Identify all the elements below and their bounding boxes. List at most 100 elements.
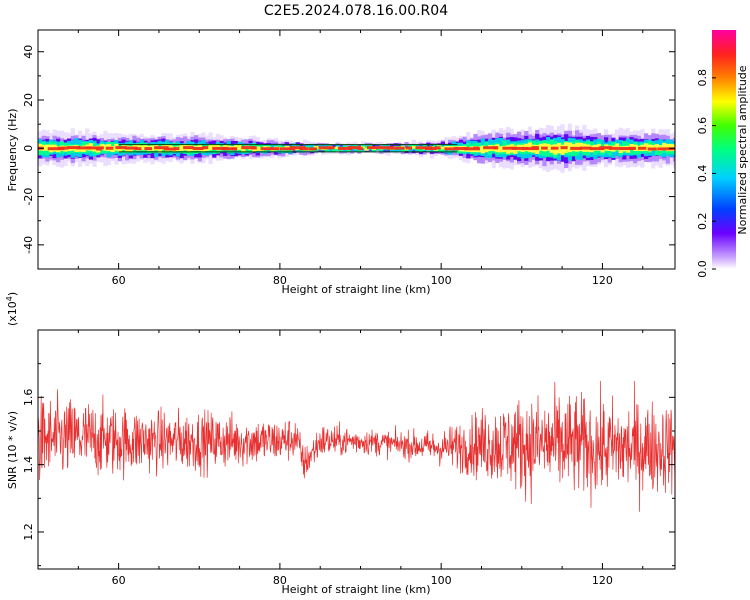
spectral-peak-cell — [96, 147, 102, 151]
colorbar-tick-label: 0.2 — [696, 212, 709, 230]
spectral-peak-cell — [608, 146, 619, 150]
y-tick-label: -40 — [22, 236, 35, 254]
x-tick-label: 100 — [431, 274, 452, 287]
spectral-peak-cell — [154, 146, 169, 150]
spectral-cell — [466, 142, 471, 151]
spectral-peak-cell — [308, 147, 317, 151]
spectral-peak-cell — [376, 146, 394, 150]
spectral-peak-cell — [115, 146, 127, 150]
spectral-peak-cell — [318, 146, 332, 150]
colorbar-tick-label: 0.0 — [696, 260, 709, 278]
spectral-peak-cell — [367, 146, 378, 150]
spectral-peak-cell — [425, 147, 437, 150]
x-tick-label: 80 — [273, 274, 287, 287]
y-tick-label: -20 — [22, 188, 35, 206]
spectral-peak-cell — [357, 147, 364, 151]
spectral-cell — [546, 143, 551, 151]
spectral-cell — [45, 144, 50, 151]
x-tick-label: 60 — [112, 574, 126, 587]
y-tick-label: 40 — [22, 45, 35, 59]
spectral-peak-cell — [618, 147, 636, 150]
spectral-cell — [411, 145, 416, 149]
spectral-peak-cell — [338, 147, 353, 150]
spectrogram-panel: 60 80 100 120 -40 -20 0 20 40 Height of straight… — [6, 29, 676, 296]
spectral-peak-cell — [67, 146, 81, 150]
spectral-cell — [614, 143, 620, 151]
spectral-peak-cell — [279, 147, 296, 151]
spectral-cell — [342, 145, 347, 149]
spectral-peak-cell — [492, 146, 498, 150]
spectral-cell — [662, 143, 667, 151]
y-tick-label: 20 — [22, 93, 35, 107]
spectral-cell — [237, 144, 242, 150]
spectral-peak-cell — [647, 147, 657, 151]
spectral-cell — [157, 146, 162, 153]
x-tick-label: 60 — [112, 274, 126, 287]
spectral-peak-cell — [241, 146, 256, 150]
spectral-cell — [277, 146, 282, 151]
spectral-cell — [335, 146, 340, 150]
spectral-cell — [560, 144, 565, 155]
spectral-peak-cell — [396, 146, 405, 150]
spectral-peak-cell — [47, 147, 65, 151]
spectral-cell — [179, 144, 184, 151]
colorbar-tick-label: 0.6 — [696, 117, 709, 135]
colorbar-label: Normalized spectral amplitude — [736, 65, 749, 234]
spectral-peak-cell — [173, 147, 180, 151]
spectral-cell — [335, 147, 340, 151]
x-tick-label: 120 — [592, 574, 613, 587]
spectral-peak-cell — [144, 147, 152, 151]
spectral-cell — [419, 147, 424, 152]
spectral-peak-cell — [405, 146, 412, 150]
spectral-cell — [324, 147, 329, 152]
spectral-peak-cell — [434, 146, 441, 150]
spectral-peak-cell — [512, 146, 529, 150]
spectral-peak-cell — [550, 146, 559, 150]
spectral-peak-cell — [560, 146, 568, 150]
spectral-cell — [440, 146, 445, 150]
spectral-peak-cell — [444, 147, 458, 151]
colorbar-tick-label: 0.4 — [696, 165, 709, 183]
spectrogram-frame — [37, 29, 676, 270]
y-tick-label: 1.4 — [22, 456, 35, 474]
spectral-peak-cell — [202, 146, 209, 150]
spectral-cell — [241, 147, 246, 152]
spectral-cell — [255, 146, 260, 151]
spectral-cell — [208, 144, 213, 151]
spectral-peak-cell — [570, 146, 582, 150]
spectral-peak-cell — [221, 147, 238, 151]
snr-line — [38, 380, 675, 512]
colorbar-tick-label: 0.8 — [696, 69, 709, 87]
spectral-peak-cell — [579, 146, 592, 150]
spectral-cell — [364, 148, 369, 151]
y-tick-label: 0 — [22, 145, 35, 152]
spectral-peak-cell — [289, 146, 306, 150]
spectral-peak-cell — [57, 146, 69, 150]
spectral-peak-cell — [105, 146, 114, 150]
spectral-cell — [538, 143, 543, 151]
spectral-cell — [654, 144, 659, 151]
spectral-peak-cell — [260, 147, 273, 151]
spectral-cell — [556, 143, 562, 154]
x-tick-label: 80 — [273, 574, 287, 587]
spectral-peak-cell — [183, 146, 194, 150]
spectral-peak-cell — [299, 147, 309, 151]
spectral-cell — [331, 147, 337, 152]
spectral-cell — [364, 145, 369, 150]
spectral-peak-cell — [502, 146, 517, 150]
spectral-peak-cell — [192, 147, 204, 150]
spectral-peak-cell — [125, 146, 138, 150]
spectral-peak-cell — [628, 146, 636, 150]
spectrogram-ticks: 60 80 100 120 -40 -20 0 20 40 — [22, 30, 675, 287]
spectral-peak-cell — [666, 147, 675, 151]
spectral-peak-cell — [212, 146, 229, 150]
y-tick-label: 1.2 — [22, 523, 35, 541]
spectral-cell — [252, 147, 257, 152]
spectral-cell — [408, 147, 413, 152]
spectrogram-x-label: Height of straight line (km) — [281, 283, 430, 296]
spectral-peak-cell — [270, 147, 280, 151]
colorbar: 0.0 0.2 0.4 0.6 0.8 Normalized spectral ampl… — [696, 30, 749, 278]
spectral-cell — [150, 145, 155, 151]
snr-y-label: SNR (10 * v/v) — [6, 411, 19, 489]
spectral-peak-cell — [163, 147, 176, 151]
